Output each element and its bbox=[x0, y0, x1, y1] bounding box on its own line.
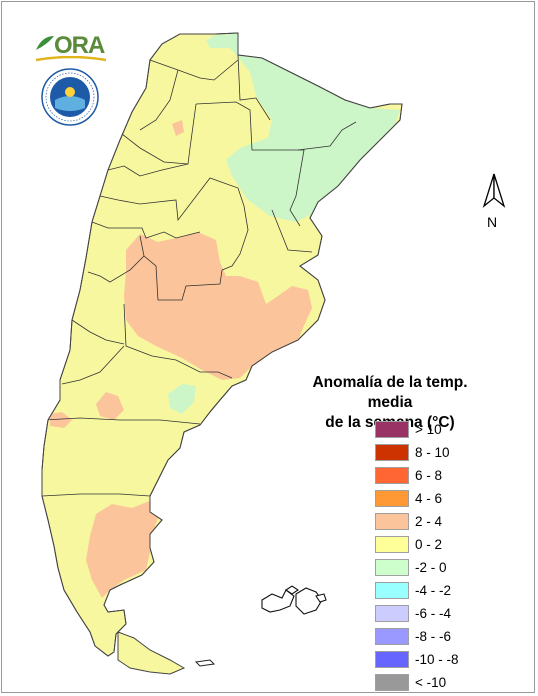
warm-zone-mid-west bbox=[96, 392, 124, 420]
legend-label: 0 - 2 bbox=[415, 537, 443, 552]
legend-item: 4 - 6 bbox=[375, 487, 459, 510]
legend-swatch bbox=[375, 490, 409, 507]
legend-label: 2 - 4 bbox=[415, 514, 443, 529]
legend-item: -6 - -4 bbox=[375, 602, 459, 625]
legend-swatch bbox=[375, 421, 409, 438]
tierra-del-fuego bbox=[117, 631, 186, 675]
legend-label: < -10 bbox=[415, 675, 447, 690]
ora-logo: ORA bbox=[34, 30, 106, 62]
legend-item: > 10 bbox=[375, 418, 459, 441]
meteorological-service-seal bbox=[41, 68, 99, 126]
legend-item: 8 - 10 bbox=[375, 441, 459, 464]
cool-zone-center bbox=[168, 384, 196, 414]
legend-item: 6 - 8 bbox=[375, 464, 459, 487]
legend-swatch bbox=[375, 605, 409, 622]
logo-swoosh bbox=[36, 56, 106, 62]
legend-items: > 10 8 - 10 6 - 8 4 - 6 2 - 4 0 - 2 -2 -… bbox=[375, 418, 459, 694]
malvinas-islands bbox=[261, 585, 327, 615]
legend-item: -2 - 0 bbox=[375, 556, 459, 579]
legend-label: -4 - -2 bbox=[415, 583, 452, 598]
warm-zone-west-edge bbox=[50, 412, 72, 428]
legend-swatch bbox=[375, 628, 409, 645]
legend-swatch bbox=[375, 513, 409, 530]
warm-zone-patagonia bbox=[86, 500, 158, 598]
legend-item: -10 - -8 bbox=[375, 648, 459, 671]
north-arrow: N bbox=[480, 172, 510, 234]
warm-zone-small-north bbox=[172, 120, 184, 136]
isla-de-los-estados bbox=[194, 659, 216, 667]
legend: Anomalía de la temp. media de la semana … bbox=[290, 373, 490, 691]
cool-zone-northeast bbox=[210, 33, 400, 222]
legend-swatch bbox=[375, 536, 409, 553]
legend-label: 4 - 6 bbox=[415, 491, 443, 506]
logo-text: ORA bbox=[54, 32, 105, 59]
legend-item: 0 - 2 bbox=[375, 533, 459, 556]
legend-label: -10 - -8 bbox=[415, 652, 459, 667]
cool-zone-small-north bbox=[206, 34, 232, 48]
legend-label: -6 - -4 bbox=[415, 606, 452, 621]
legend-swatch bbox=[375, 444, 409, 461]
legend-swatch bbox=[375, 674, 409, 691]
north-arrow-icon bbox=[482, 173, 506, 208]
legend-swatch bbox=[375, 582, 409, 599]
legend-label: 6 - 8 bbox=[415, 468, 443, 483]
legend-label: 8 - 10 bbox=[415, 445, 450, 460]
warm-zone-central bbox=[124, 232, 312, 380]
legend-item: < -10 bbox=[375, 671, 459, 694]
legend-item: -4 - -2 bbox=[375, 579, 459, 602]
legend-label: -8 - -6 bbox=[415, 629, 452, 644]
legend-item: 2 - 4 bbox=[375, 510, 459, 533]
legend-label: > 10 bbox=[415, 422, 442, 437]
legend-title-line1: Anomalía de la temp. media bbox=[312, 374, 468, 411]
province-borders bbox=[42, 54, 357, 497]
north-label: N bbox=[487, 214, 498, 230]
legend-swatch bbox=[375, 651, 409, 668]
legend-label: -2 - 0 bbox=[415, 560, 447, 575]
country-outline bbox=[41, 32, 403, 657]
legend-item: -8 - -6 bbox=[375, 625, 459, 648]
legend-swatch bbox=[375, 559, 409, 576]
leaf-icon bbox=[36, 36, 54, 50]
legend-swatch bbox=[375, 467, 409, 484]
